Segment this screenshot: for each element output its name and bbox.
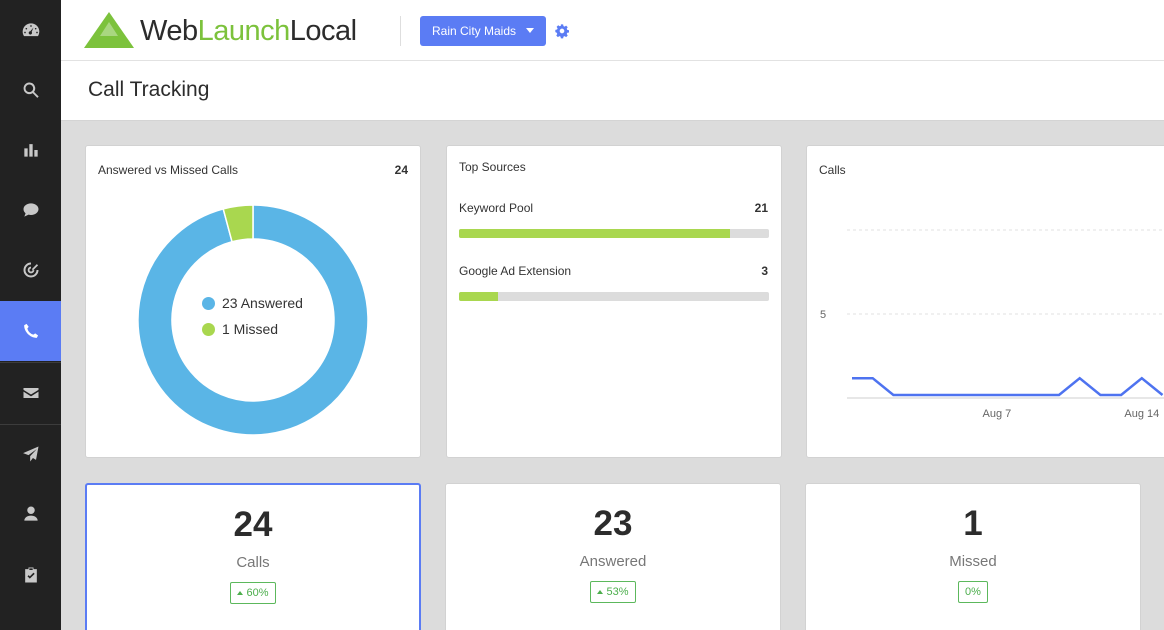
- donut-slice-answered[interactable]: [137, 204, 369, 436]
- legend-missed: 1 Missed: [202, 321, 352, 337]
- stat-change-badge: 0%: [958, 581, 988, 603]
- source-bar-track: [459, 292, 769, 301]
- clipboard-check-icon: [24, 567, 37, 583]
- source-label: Google Ad Extension: [459, 264, 572, 278]
- user-icon: [23, 506, 38, 521]
- x-tick-label: Aug 7: [983, 408, 1012, 420]
- stat-card-answered[interactable]: 23 Answered 53%: [445, 483, 781, 630]
- sidebar-item-search[interactable]: [0, 60, 61, 120]
- card-title: Answered vs Missed Calls: [98, 163, 239, 177]
- client-selector-button[interactable]: Rain City Maids: [420, 16, 546, 46]
- stat-value: 23: [593, 504, 633, 543]
- x-tick-label: Aug 14: [1124, 408, 1159, 420]
- sidebar-item-tracking[interactable]: [0, 240, 61, 300]
- sidebar-item-dashboard[interactable]: [0, 0, 61, 60]
- stat-change-value: 60%: [246, 587, 269, 599]
- caret-up-icon: [237, 591, 244, 595]
- dashboard-icon: [22, 23, 39, 37]
- header-divider: [400, 16, 401, 46]
- settings-button[interactable]: [554, 23, 570, 39]
- card-title: Calls: [819, 163, 846, 177]
- card-total: 24: [394, 163, 408, 177]
- stat-change-wrap: 60%: [87, 582, 419, 604]
- gear-icon: [555, 24, 569, 39]
- stat-label: Missed: [949, 553, 997, 570]
- stat-card-calls[interactable]: 24 Calls 60%: [85, 483, 421, 630]
- bar-chart-icon: [23, 144, 38, 157]
- sidebar-item-campaigns[interactable]: [0, 424, 61, 484]
- sidebar-divider: [0, 362, 61, 363]
- card-title: Top Sources: [459, 160, 526, 174]
- stat-label: Answered: [579, 553, 647, 570]
- search-icon: [23, 82, 39, 98]
- stat-change-badge: 60%: [230, 582, 276, 604]
- target-icon: [23, 262, 38, 278]
- stat-change-value: 53%: [606, 586, 629, 598]
- brand-logo[interactable]: WebLaunchLocal: [84, 12, 357, 50]
- sidebar-divider: [0, 424, 61, 425]
- sidebar-item-tasks[interactable]: [0, 545, 61, 605]
- mail-icon: [23, 388, 38, 398]
- sidebar-item-call-tracking[interactable]: [0, 301, 61, 361]
- brand-word-launch: Launch: [197, 14, 291, 47]
- chat-icon: [23, 203, 38, 217]
- source-label: Keyword Pool: [459, 201, 534, 215]
- top-sources-card: Top Sources Keyword Pool 21 Google Ad Ex…: [446, 145, 782, 458]
- legend-dot-missed: [202, 322, 215, 336]
- donut-chart: [137, 204, 369, 436]
- donut-slice-missed[interactable]: [222, 204, 254, 243]
- stat-value: 1: [963, 504, 983, 543]
- sidebar-item-reports[interactable]: [0, 120, 61, 180]
- phone-icon: [23, 323, 38, 338]
- client-selector-label: Rain City Maids: [432, 24, 517, 38]
- stat-change-wrap: 53%: [446, 581, 780, 603]
- top-header: WebLaunchLocal Rain City Maids: [61, 0, 1164, 61]
- calls-line-chart: 5 Aug 7 Aug 14: [820, 229, 1164, 420]
- source-value: 21: [754, 201, 768, 215]
- legend-label-answered: 23 Answered: [222, 295, 303, 311]
- stat-value: 24: [233, 505, 273, 544]
- calls-chart-card: Calls 5 Aug 7 Aug 14: [806, 145, 1164, 458]
- stat-change-value: 0%: [965, 586, 981, 598]
- source-bar-track: [459, 229, 769, 238]
- y-tick-label: 5: [820, 309, 826, 321]
- source-bar-fill: [459, 229, 731, 238]
- caret-down-icon: [526, 28, 534, 33]
- brand-wordmark: WebLaunchLocal: [140, 15, 357, 48]
- sidebar-item-account[interactable]: [0, 484, 61, 544]
- page-title-bar: Call Tracking: [61, 61, 1164, 121]
- legend-answered: 23 Answered: [202, 295, 352, 311]
- calls-series-line[interactable]: [852, 376, 1164, 397]
- source-value: 3: [761, 264, 768, 278]
- paper-plane-icon: [22, 446, 38, 462]
- stat-label: Calls: [236, 554, 270, 571]
- brand-word-local: Local: [289, 14, 357, 47]
- answered-vs-missed-card: Answered vs Missed Calls 24 23 Answered …: [85, 145, 421, 458]
- stat-card-missed[interactable]: 1 Missed 0%: [805, 483, 1141, 630]
- stat-change-badge: 53%: [590, 581, 636, 603]
- sidebar-nav: [0, 0, 61, 630]
- brand-word-web: Web: [140, 14, 198, 47]
- page-title: Call Tracking: [88, 78, 210, 101]
- sidebar-item-email[interactable]: [0, 363, 61, 423]
- logo-mountain-icon: [84, 12, 134, 48]
- source-bar-fill: [459, 292, 498, 301]
- legend-dot-answered: [202, 296, 215, 310]
- sidebar-item-reviews[interactable]: [0, 180, 61, 240]
- caret-up-icon: [597, 590, 604, 594]
- stat-change-wrap: 0%: [806, 581, 1140, 603]
- legend-label-missed: 1 Missed: [222, 321, 279, 337]
